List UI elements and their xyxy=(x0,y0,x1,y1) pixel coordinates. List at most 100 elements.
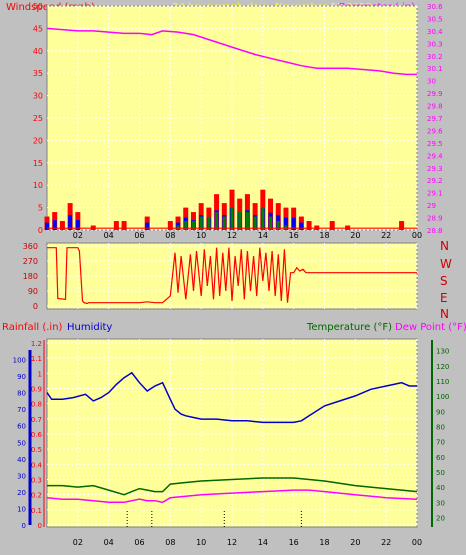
barometer-tick-label: 28.9 xyxy=(427,215,443,223)
average-wind-bar xyxy=(199,216,203,230)
dewpoint-label: Dew Point (°F) xyxy=(395,322,466,333)
direction-axis: 0 90 180 270 360 xyxy=(23,242,38,311)
direction-tick-label: 270 xyxy=(23,257,38,266)
windspeed-tick-label: 50 xyxy=(33,2,43,11)
gust-bar xyxy=(329,221,335,230)
temperature-x-axis: 02 04 06 08 10 12 14 16 18 20 22 00 xyxy=(73,538,422,547)
direction-tick-label: 0 xyxy=(33,302,38,311)
average-wind-bar xyxy=(276,221,280,230)
compass-n-bottom: N xyxy=(440,307,449,321)
wind-direction-line xyxy=(47,247,417,305)
humidity-tick-label: 10 xyxy=(17,505,26,513)
compass-e: E xyxy=(440,291,448,305)
direction-tick-label: 360 xyxy=(23,242,38,251)
wind-bar xyxy=(68,215,73,230)
rainfall-tick-label: 1.1 xyxy=(31,355,42,363)
wind-bar xyxy=(145,222,150,230)
rainfall-tick-label: 1.2 xyxy=(31,340,42,348)
humidity-tick-label: 80 xyxy=(17,390,26,398)
compass-s: S xyxy=(440,274,448,288)
wind-bar xyxy=(299,222,304,230)
barometer-line xyxy=(46,27,417,76)
barometer-tick-label: 30.1 xyxy=(427,65,443,73)
temperature-tick-label: 100 xyxy=(436,393,449,401)
wind-bar xyxy=(291,217,296,230)
temperature-label: Temperature (°F) xyxy=(306,322,392,333)
windspeed-tick-label: 10 xyxy=(33,181,43,190)
temperature-tick-label: 60 xyxy=(436,454,445,462)
humidity-line xyxy=(46,371,417,424)
temperature-tick-label: 20 xyxy=(436,514,445,522)
humidity-tick-label: 30 xyxy=(17,472,26,480)
average-wind-bar xyxy=(191,221,195,230)
rainfall-tick-label: 0.5 xyxy=(31,446,42,454)
gust-bar xyxy=(113,221,119,230)
temperature-tick-label: 90 xyxy=(436,408,445,416)
barometer-tick-label: 30.3 xyxy=(427,40,443,48)
windspeed-tick-label: 20 xyxy=(33,136,43,145)
windspeed-axis: 0 5 10 15 20 25 30 35 40 45 50 xyxy=(33,2,43,235)
wind-grid xyxy=(47,5,418,231)
x-tick-label: 12 xyxy=(227,538,237,547)
x-tick-label: 20 xyxy=(350,231,360,240)
x-tick-label: 16 xyxy=(289,538,299,547)
windspeed-tick-label: 45 xyxy=(33,24,43,33)
barometer-axis: 28.8 28.9 29 29.1 29.2 29.3 29.4 29.5 29.6 29.7 29… xyxy=(427,3,443,235)
average-wind-bar xyxy=(215,212,219,230)
x-tick-label: 08 xyxy=(165,538,175,547)
rainfall-tick-label: 0.9 xyxy=(31,386,42,394)
humidity-tick-label: 20 xyxy=(17,489,26,497)
wind-direction-panel: 0 90 180 270 360 xyxy=(23,242,418,311)
humidity-label: Humidity xyxy=(67,322,112,333)
humidity-axis: 0 10 20 30 40 50 60 70 80 90 100 xyxy=(13,357,26,530)
direction-tick-label: 180 xyxy=(23,272,38,281)
rainfall-tick-label: 1 xyxy=(38,370,42,378)
rainfall-tick-label: 0.3 xyxy=(31,477,42,485)
rainfall-axis: 0 0.1 0.2 0.3 0.4 0.5 0.6 0.7 0.8 0.9 1 1.1 1.2 xyxy=(31,340,43,530)
temperature-tick-label: 40 xyxy=(436,484,445,492)
windspeed-tick-label: 0 xyxy=(38,226,43,235)
barometer-tick-label: 29.2 xyxy=(427,177,443,185)
barometer-tick-label: 30 xyxy=(427,78,436,86)
windspeed-tick-label: 40 xyxy=(33,47,43,56)
barometer-tick-label: 29 xyxy=(427,202,436,210)
x-tick-label: 00 xyxy=(412,538,422,547)
rainfall-tick-label: 0.2 xyxy=(31,492,42,500)
barometer-tick-label: 29.9 xyxy=(427,90,443,98)
x-tick-label: 10 xyxy=(196,538,206,547)
windspeed-tick-label: 35 xyxy=(33,69,43,78)
humidity-tick-label: 70 xyxy=(17,406,26,414)
average-wind-bar xyxy=(245,212,249,230)
temperature-tick-label: 50 xyxy=(436,469,445,477)
x-tick-label: 06 xyxy=(134,231,144,240)
barometer-tick-label: 29.8 xyxy=(427,103,443,111)
barometer-tick-label: 29.4 xyxy=(427,152,443,160)
humidity-tick-label: 90 xyxy=(17,373,26,381)
x-tick-label: 18 xyxy=(319,538,329,547)
temperature-axis: 20 30 40 50 60 70 80 90 100 110 120 130 xyxy=(436,348,449,523)
barometer-tick-label: 29.7 xyxy=(427,115,443,123)
rainfall-tick-label: 0.4 xyxy=(31,461,43,469)
x-tick-label: 10 xyxy=(196,231,206,240)
x-tick-label: 04 xyxy=(104,538,114,547)
gust-bar xyxy=(59,221,65,230)
x-tick-label: 02 xyxy=(73,231,83,240)
barometer-tick-label: 28.8 xyxy=(427,227,443,235)
gust-bar xyxy=(306,221,312,230)
temperature-tick-label: 70 xyxy=(436,439,445,447)
rainfall-tick-label: 0 xyxy=(38,522,42,530)
humidity-tick-label: 0 xyxy=(22,522,26,530)
x-tick-label: 02 xyxy=(73,538,83,547)
humidity-tick-label: 100 xyxy=(13,357,26,365)
humidity-tick-label: 50 xyxy=(17,439,26,447)
wind-bar xyxy=(75,220,80,230)
average-wind-bar xyxy=(184,221,188,230)
dewpoint-line xyxy=(46,489,418,504)
compass-n-top: N xyxy=(440,239,449,253)
x-tick-label: 12 xyxy=(227,231,237,240)
x-tick-label: 22 xyxy=(381,231,391,240)
rainfall-tick-label: 0.7 xyxy=(31,416,42,424)
x-tick-label: 08 xyxy=(165,231,175,240)
